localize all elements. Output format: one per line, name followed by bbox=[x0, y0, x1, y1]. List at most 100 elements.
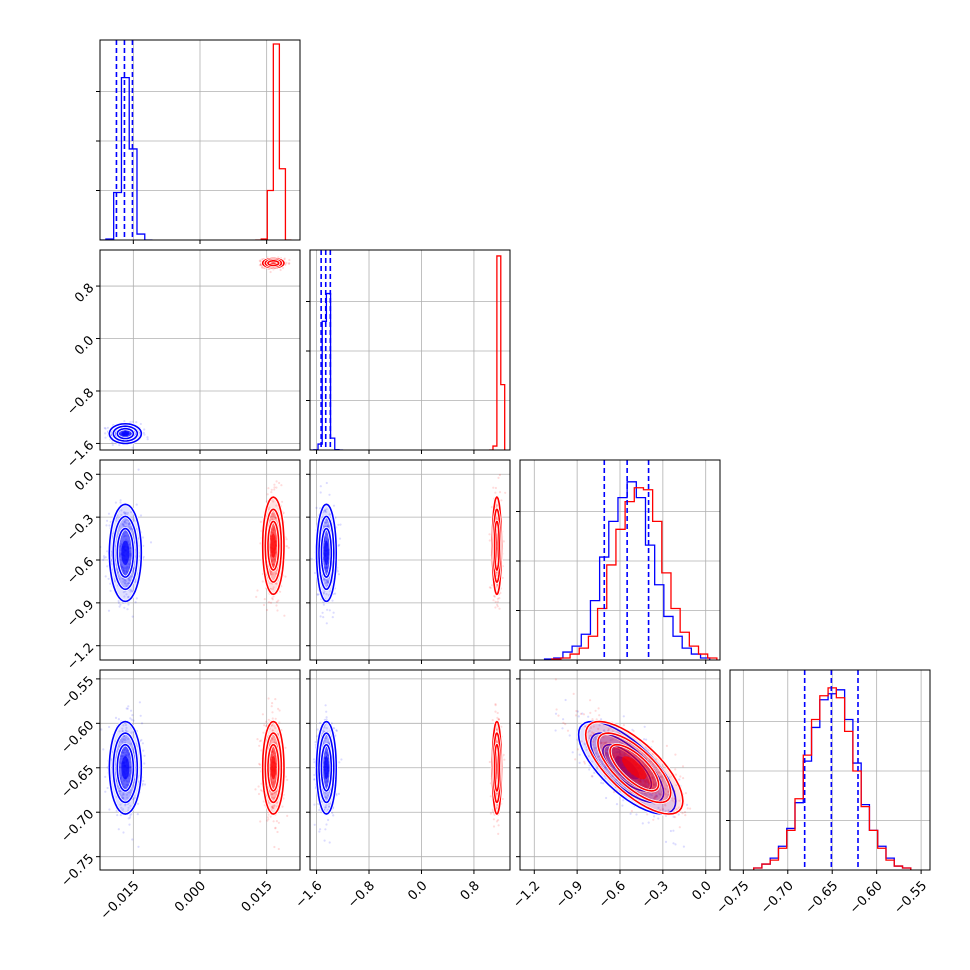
sample-point bbox=[323, 839, 326, 842]
sample-point bbox=[337, 792, 340, 796]
sample-point bbox=[141, 742, 144, 745]
blue-contour bbox=[602, 743, 653, 792]
sample-point bbox=[119, 778, 122, 782]
sample-point bbox=[117, 601, 120, 605]
sample-point bbox=[664, 804, 667, 807]
sample-point bbox=[664, 840, 668, 844]
sample-point bbox=[602, 782, 605, 785]
sample-point bbox=[644, 779, 647, 782]
sample-point bbox=[272, 565, 275, 568]
sample-point bbox=[129, 552, 132, 555]
sample-point bbox=[285, 538, 288, 541]
sample-point bbox=[605, 768, 608, 771]
sample-point bbox=[554, 712, 558, 715]
sample-point bbox=[493, 595, 496, 598]
sample-point bbox=[126, 707, 129, 710]
sample-point bbox=[114, 501, 117, 504]
sample-point bbox=[339, 523, 342, 526]
sample-point bbox=[267, 718, 270, 721]
sample-point bbox=[128, 556, 131, 559]
sample-point bbox=[256, 738, 259, 741]
sample-point bbox=[607, 754, 610, 757]
sample-point bbox=[271, 807, 274, 810]
sample-point bbox=[122, 591, 125, 594]
sample-point bbox=[119, 803, 122, 806]
sample-point bbox=[122, 793, 125, 796]
sample-point bbox=[115, 519, 118, 523]
sample-point bbox=[283, 257, 286, 260]
sample-point bbox=[326, 524, 329, 527]
red-histogram bbox=[489, 255, 506, 450]
hist-ticks-0 bbox=[96, 91, 268, 244]
sample-point bbox=[335, 729, 338, 733]
sample-point bbox=[266, 819, 269, 822]
sample-point bbox=[288, 258, 291, 262]
sample-point bbox=[106, 786, 109, 790]
red-histogram bbox=[752, 687, 912, 870]
sample-point bbox=[258, 763, 262, 766]
sample-point bbox=[495, 584, 499, 587]
sample-point bbox=[126, 582, 129, 586]
sample-point bbox=[106, 426, 109, 429]
sample-point bbox=[271, 783, 274, 786]
sample-point bbox=[102, 555, 106, 558]
sample-point bbox=[273, 529, 276, 532]
sample-point bbox=[129, 743, 132, 746]
sample-point bbox=[276, 830, 279, 834]
sample-point bbox=[324, 784, 327, 787]
sample-point bbox=[318, 830, 321, 833]
sample-point bbox=[328, 805, 331, 808]
sample-point bbox=[494, 704, 497, 707]
sample-point bbox=[123, 581, 126, 585]
sample-point bbox=[127, 578, 130, 581]
sample-point bbox=[613, 748, 616, 751]
sample-point bbox=[269, 815, 272, 818]
sample-point bbox=[272, 565, 275, 569]
sample-point bbox=[128, 816, 132, 819]
sample-point bbox=[322, 592, 325, 595]
sample-point bbox=[595, 752, 598, 755]
blue-contour bbox=[320, 527, 333, 578]
sample-point bbox=[271, 598, 274, 601]
sample-point bbox=[319, 615, 322, 618]
sample-point bbox=[600, 781, 603, 785]
sample-point bbox=[270, 515, 273, 518]
sample-point bbox=[128, 779, 131, 782]
sample-point bbox=[325, 781, 328, 784]
sample-point bbox=[124, 723, 128, 727]
sample-point bbox=[261, 580, 264, 583]
sample-point bbox=[571, 751, 574, 754]
sample-point bbox=[271, 750, 274, 753]
sample-point bbox=[324, 567, 327, 570]
sample-point bbox=[261, 266, 264, 269]
sample-point bbox=[125, 726, 128, 730]
sample-point bbox=[621, 768, 624, 771]
grid-2-0 bbox=[100, 460, 300, 660]
sample-point bbox=[128, 522, 131, 525]
sample-point bbox=[128, 543, 131, 546]
sample-point bbox=[104, 427, 107, 430]
sample-point bbox=[622, 753, 625, 757]
sample-point bbox=[587, 715, 590, 718]
sample-point bbox=[325, 579, 328, 582]
sample-point bbox=[265, 720, 268, 723]
sample-point bbox=[123, 748, 126, 751]
sample-point bbox=[146, 438, 149, 441]
sample-point bbox=[639, 780, 642, 783]
red-contour bbox=[264, 508, 283, 583]
sample-point bbox=[497, 718, 500, 721]
scatter-3-2 bbox=[554, 678, 692, 848]
sample-point bbox=[119, 790, 122, 793]
sample-point bbox=[498, 473, 501, 477]
sample-point bbox=[489, 812, 492, 815]
sample-point bbox=[120, 563, 123, 566]
sample-point bbox=[270, 754, 273, 757]
red-histogram bbox=[551, 487, 718, 660]
sample-point bbox=[123, 595, 126, 598]
sample-point bbox=[327, 560, 330, 563]
grid-3-2 bbox=[520, 670, 720, 870]
sample-point bbox=[274, 555, 277, 558]
sample-point bbox=[119, 789, 122, 792]
sample-point bbox=[274, 516, 278, 519]
blue-density-level bbox=[121, 431, 130, 437]
